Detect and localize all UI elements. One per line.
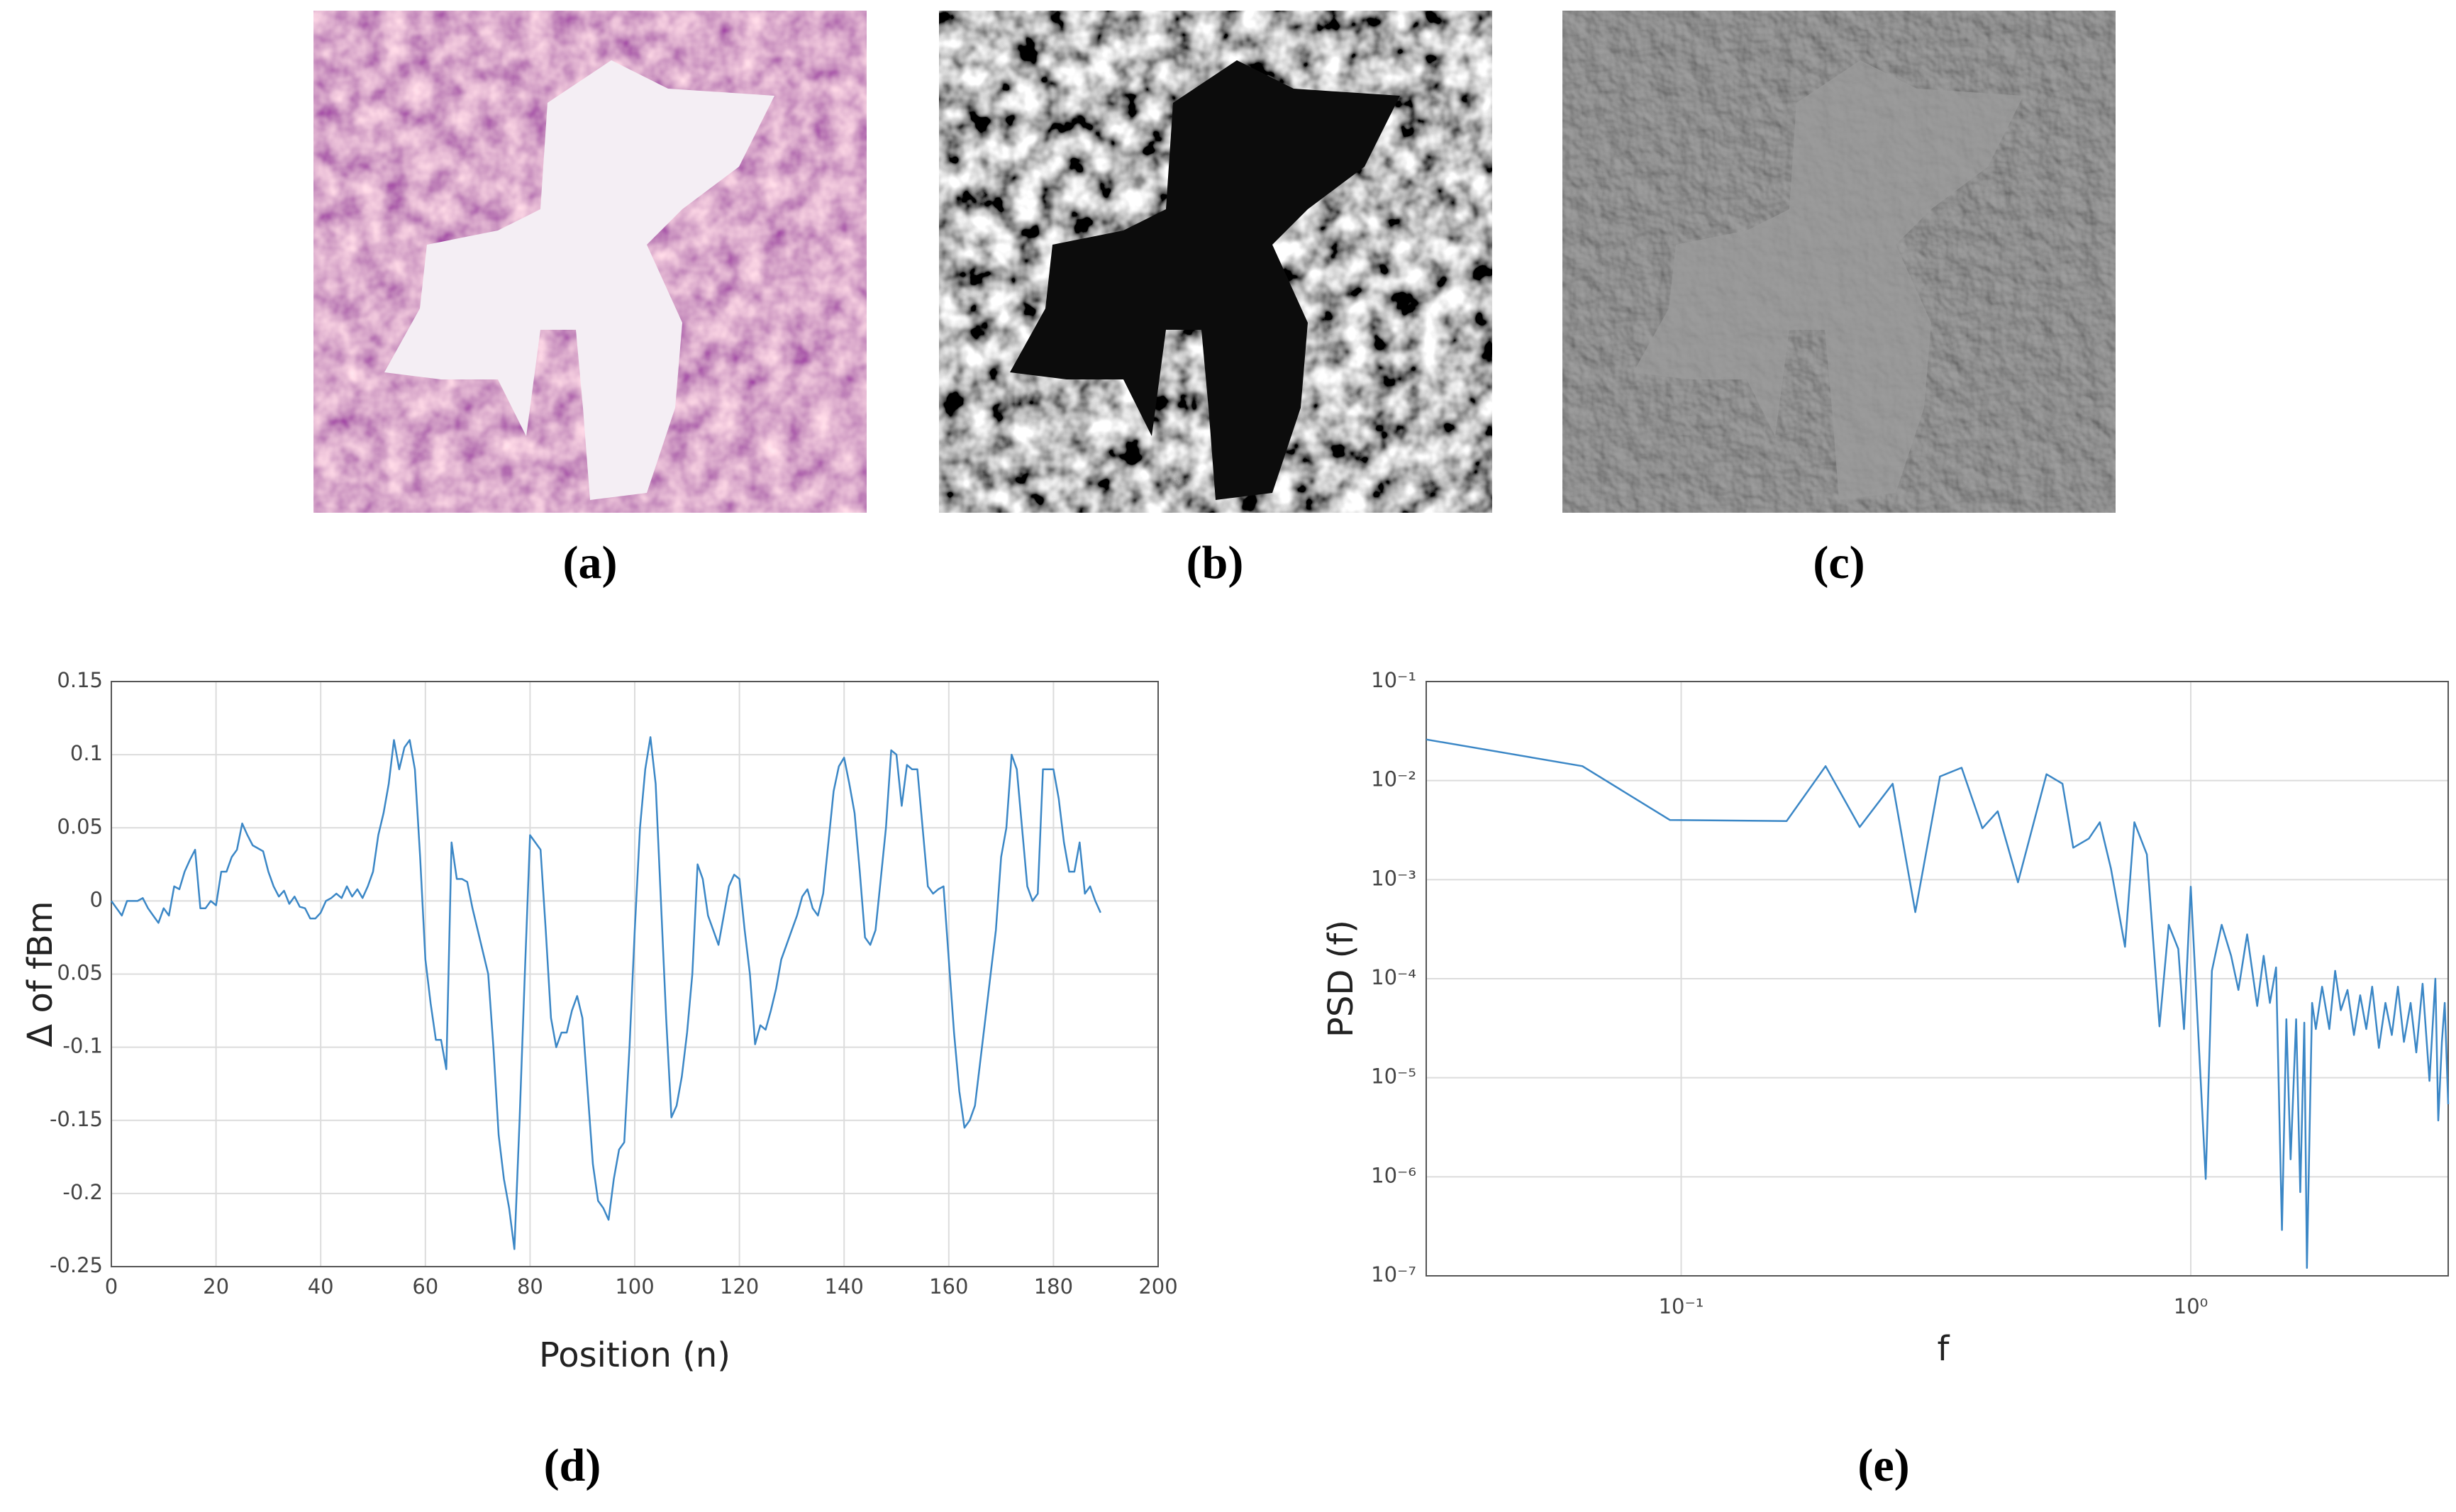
y-tick-label: 0.1 <box>70 741 103 765</box>
x-tick-label: 140 <box>825 1274 864 1299</box>
x-tick-label: 0 <box>105 1274 118 1299</box>
x-axis-label: f <box>1938 1329 1950 1369</box>
y-tick-label: 10⁻³ <box>1371 866 1416 890</box>
x-tick-label: 180 <box>1034 1274 1073 1299</box>
y-tick-label: -0.2 <box>62 1180 103 1204</box>
y-tick-label: 0.05 <box>57 814 103 838</box>
plot-frame <box>1426 681 2449 1277</box>
y-tick-label: 10⁻² <box>1371 767 1416 791</box>
y-tick-label: 10⁻⁷ <box>1371 1262 1416 1286</box>
y-tick-label: 0.15 <box>57 668 103 692</box>
image-a <box>313 11 867 513</box>
y-tick-label: 0.05 <box>57 961 103 985</box>
y-tick-label: 10⁻⁴ <box>1371 965 1416 989</box>
y-axis-label: PSD (f) <box>1321 920 1361 1038</box>
x-tick-label: 10⁻¹ <box>1659 1294 1704 1318</box>
panel-label: (c) <box>1813 537 1865 589</box>
x-tick-label: 40 <box>308 1274 334 1299</box>
x-tick-label: 80 <box>517 1274 543 1299</box>
panel-label: (e) <box>1857 1440 1909 1491</box>
panel-label: (a) <box>563 537 618 589</box>
image-b <box>939 11 1492 513</box>
plot-frame <box>111 681 1159 1267</box>
x-tick-label: 100 <box>615 1274 654 1299</box>
y-tick-label: 10⁻⁵ <box>1371 1064 1416 1089</box>
data-line <box>1426 738 2450 1269</box>
x-tick-label: 160 <box>929 1274 968 1299</box>
panel-label: (b) <box>1187 537 1244 589</box>
y-tick-label: -0.1 <box>62 1034 103 1058</box>
x-tick-label: 120 <box>720 1274 759 1299</box>
y-tick-label: 0 <box>90 887 103 911</box>
y-tick-label: -0.15 <box>50 1107 103 1131</box>
data-line <box>110 736 1101 1250</box>
y-axis-label: Δ of fBm <box>21 901 60 1047</box>
x-tick-label: 200 <box>1138 1274 1177 1299</box>
y-tick-label: 10⁻⁶ <box>1371 1163 1416 1187</box>
panel-label: (d) <box>544 1440 601 1491</box>
y-tick-label: 10⁻¹ <box>1371 668 1416 692</box>
x-tick-label: 10⁰ <box>2174 1294 2208 1318</box>
y-tick-label: -0.25 <box>50 1253 103 1277</box>
x-tick-label: 60 <box>412 1274 438 1299</box>
image-c <box>1562 11 2116 513</box>
x-tick-label: 20 <box>203 1274 229 1299</box>
x-axis-label: Position (n) <box>539 1335 730 1375</box>
